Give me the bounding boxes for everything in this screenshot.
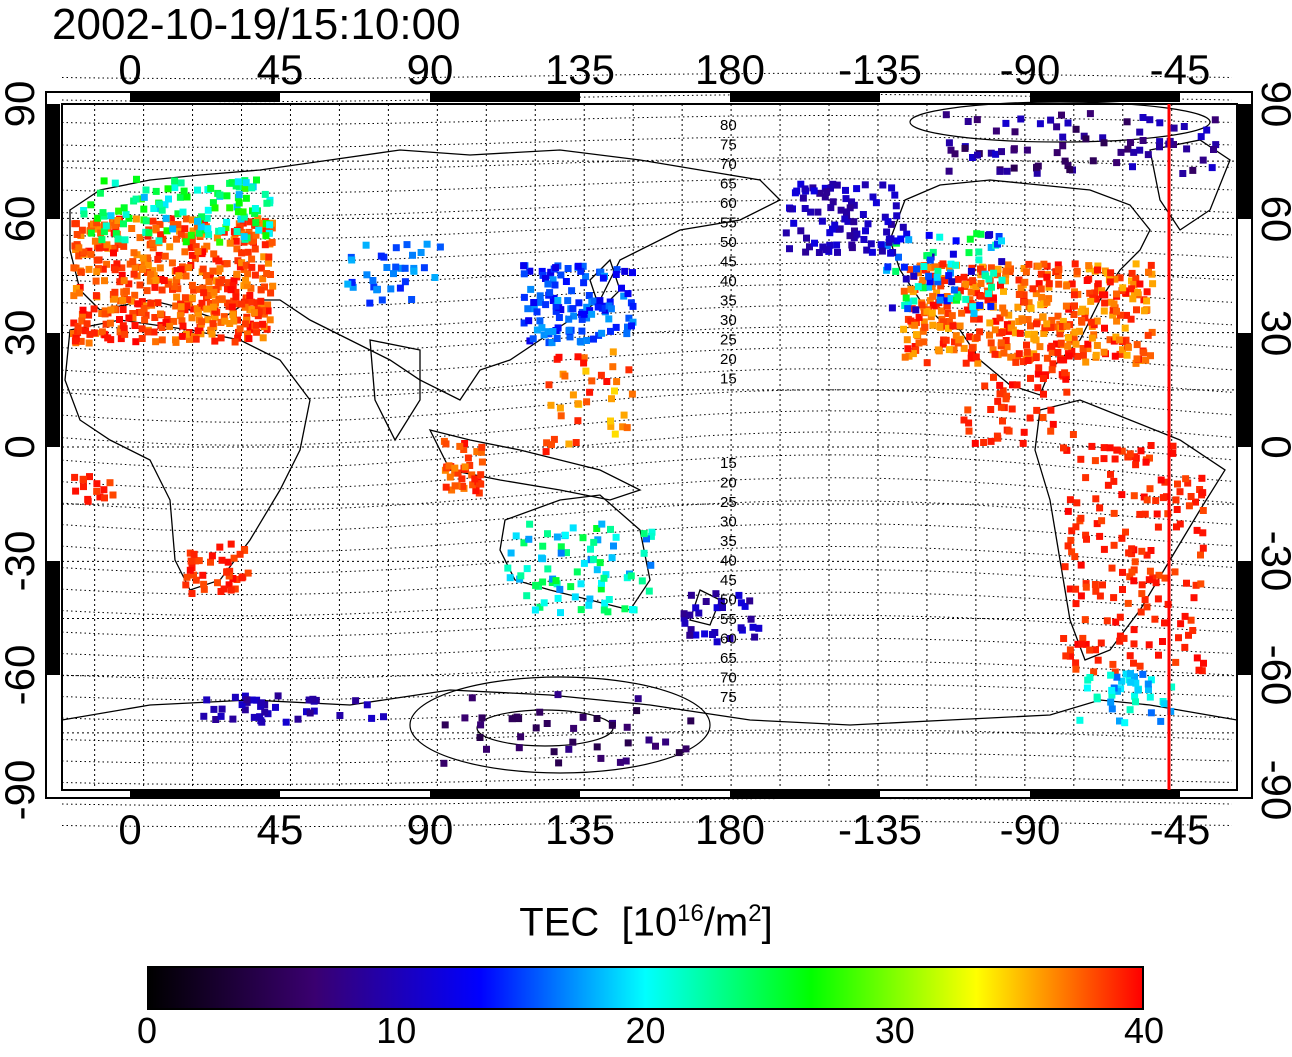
bottom-lon-tick: -90	[1000, 806, 1061, 853]
contour-label-south: 15	[720, 455, 737, 472]
contour-label-south: 30	[720, 514, 737, 531]
contour-label-north: 45	[720, 254, 737, 271]
contour-label-north: 25	[720, 332, 737, 349]
right-lat-tick: -90	[1253, 760, 1292, 821]
contour-label-north: 60	[720, 195, 737, 212]
contour-label-north: 80	[720, 117, 737, 134]
contour-label-north: 70	[720, 156, 737, 173]
bottom-lon-tick: 180	[695, 806, 765, 853]
top-lon-tick: -90	[1000, 46, 1061, 93]
bottom-lon-tick: -45	[1150, 806, 1211, 853]
colorbar-tick-label: 20	[625, 1010, 666, 1051]
left-lat-tick: 60	[0, 196, 43, 243]
top-lon-tick: 0	[118, 46, 141, 93]
top-lon-tick: -135	[838, 46, 922, 93]
right-lat-tick: -30	[1253, 531, 1292, 592]
contour-label-south: 45	[720, 572, 737, 589]
colorbar-tick-label: 40	[1123, 1010, 1165, 1051]
contour-label-south: 50	[720, 592, 737, 609]
contour-label-north: 15	[720, 371, 737, 388]
axis-tick-labels: 0 45 90 135 180 -135 -90 -45 0 45 90 135 180 -135 -90 -…	[0, 46, 1292, 853]
contour-label-north: 50	[720, 234, 737, 251]
top-lon-tick: 180	[695, 46, 765, 93]
contour-label-north: 30	[720, 312, 737, 329]
contour-label-north: 40	[720, 273, 737, 290]
top-lon-tick: 45	[257, 46, 304, 93]
bottom-lon-tick: -135	[838, 806, 922, 853]
right-lat-tick: 90	[1253, 81, 1292, 128]
right-lat-tick: 60	[1253, 196, 1292, 243]
contour-label-north: 65	[720, 176, 737, 193]
contour-labels: 80 75 70 65 60 55 50 45 40 35 30 25 20 15 15 20 25 30 35 40…	[720, 117, 737, 706]
top-lon-tick: 135	[545, 46, 615, 93]
colorbar-tick-label: 0	[136, 1010, 158, 1051]
contour-label-south: 25	[720, 494, 737, 511]
right-lat-tick: 0	[1253, 435, 1292, 458]
contour-label-north: 20	[720, 351, 737, 368]
contour-label-south: 75	[720, 689, 737, 706]
frame-tick-bars	[46, 92, 1252, 798]
tec-map: 80 75 70 65 60 55 50 45 40 35 30 25 20 15 15 20 25 30 35 40…	[0, 46, 1292, 853]
contour-label-south: 40	[720, 553, 737, 570]
bottom-lon-tick: 0	[118, 806, 141, 853]
colorbar	[147, 966, 1144, 1010]
grid-lines	[62, 104, 1237, 790]
contour-label-north: 35	[720, 293, 737, 310]
contour-label-north: 55	[720, 215, 737, 232]
left-lat-tick: 90	[0, 81, 43, 128]
bottom-lon-tick: 45	[257, 806, 304, 853]
timestamp: 2002-10-19/15:10:00	[52, 0, 461, 49]
left-lat-tick: -30	[0, 531, 43, 592]
left-lat-tick: 30	[0, 310, 43, 357]
contour-label-south: 55	[720, 611, 737, 628]
left-lat-tick: 0	[0, 435, 43, 458]
right-lat-tick: -60	[1253, 645, 1292, 706]
top-lon-tick: -45	[1150, 46, 1211, 93]
contour-label-north: 75	[720, 137, 737, 154]
bottom-lon-tick: 90	[407, 806, 454, 853]
contour-label-south: 65	[720, 650, 737, 667]
left-lat-tick: -90	[0, 760, 43, 821]
contour-label-south: 35	[720, 533, 737, 550]
contour-label-south: 20	[720, 475, 737, 492]
bottom-lon-tick: 135	[545, 806, 615, 853]
colorbar-title: TEC [1016/m2]	[519, 900, 773, 945]
top-lon-tick: 90	[407, 46, 454, 93]
contour-label-south: 70	[720, 670, 737, 687]
left-lat-tick: -60	[0, 645, 43, 706]
colorbar-tick-label: 10	[376, 1010, 417, 1051]
tec-data-points	[70, 110, 1220, 767]
colorbar-tick-label: 30	[874, 1010, 915, 1051]
contour-label-south: 60	[720, 631, 737, 648]
right-lat-tick: 30	[1253, 310, 1292, 357]
